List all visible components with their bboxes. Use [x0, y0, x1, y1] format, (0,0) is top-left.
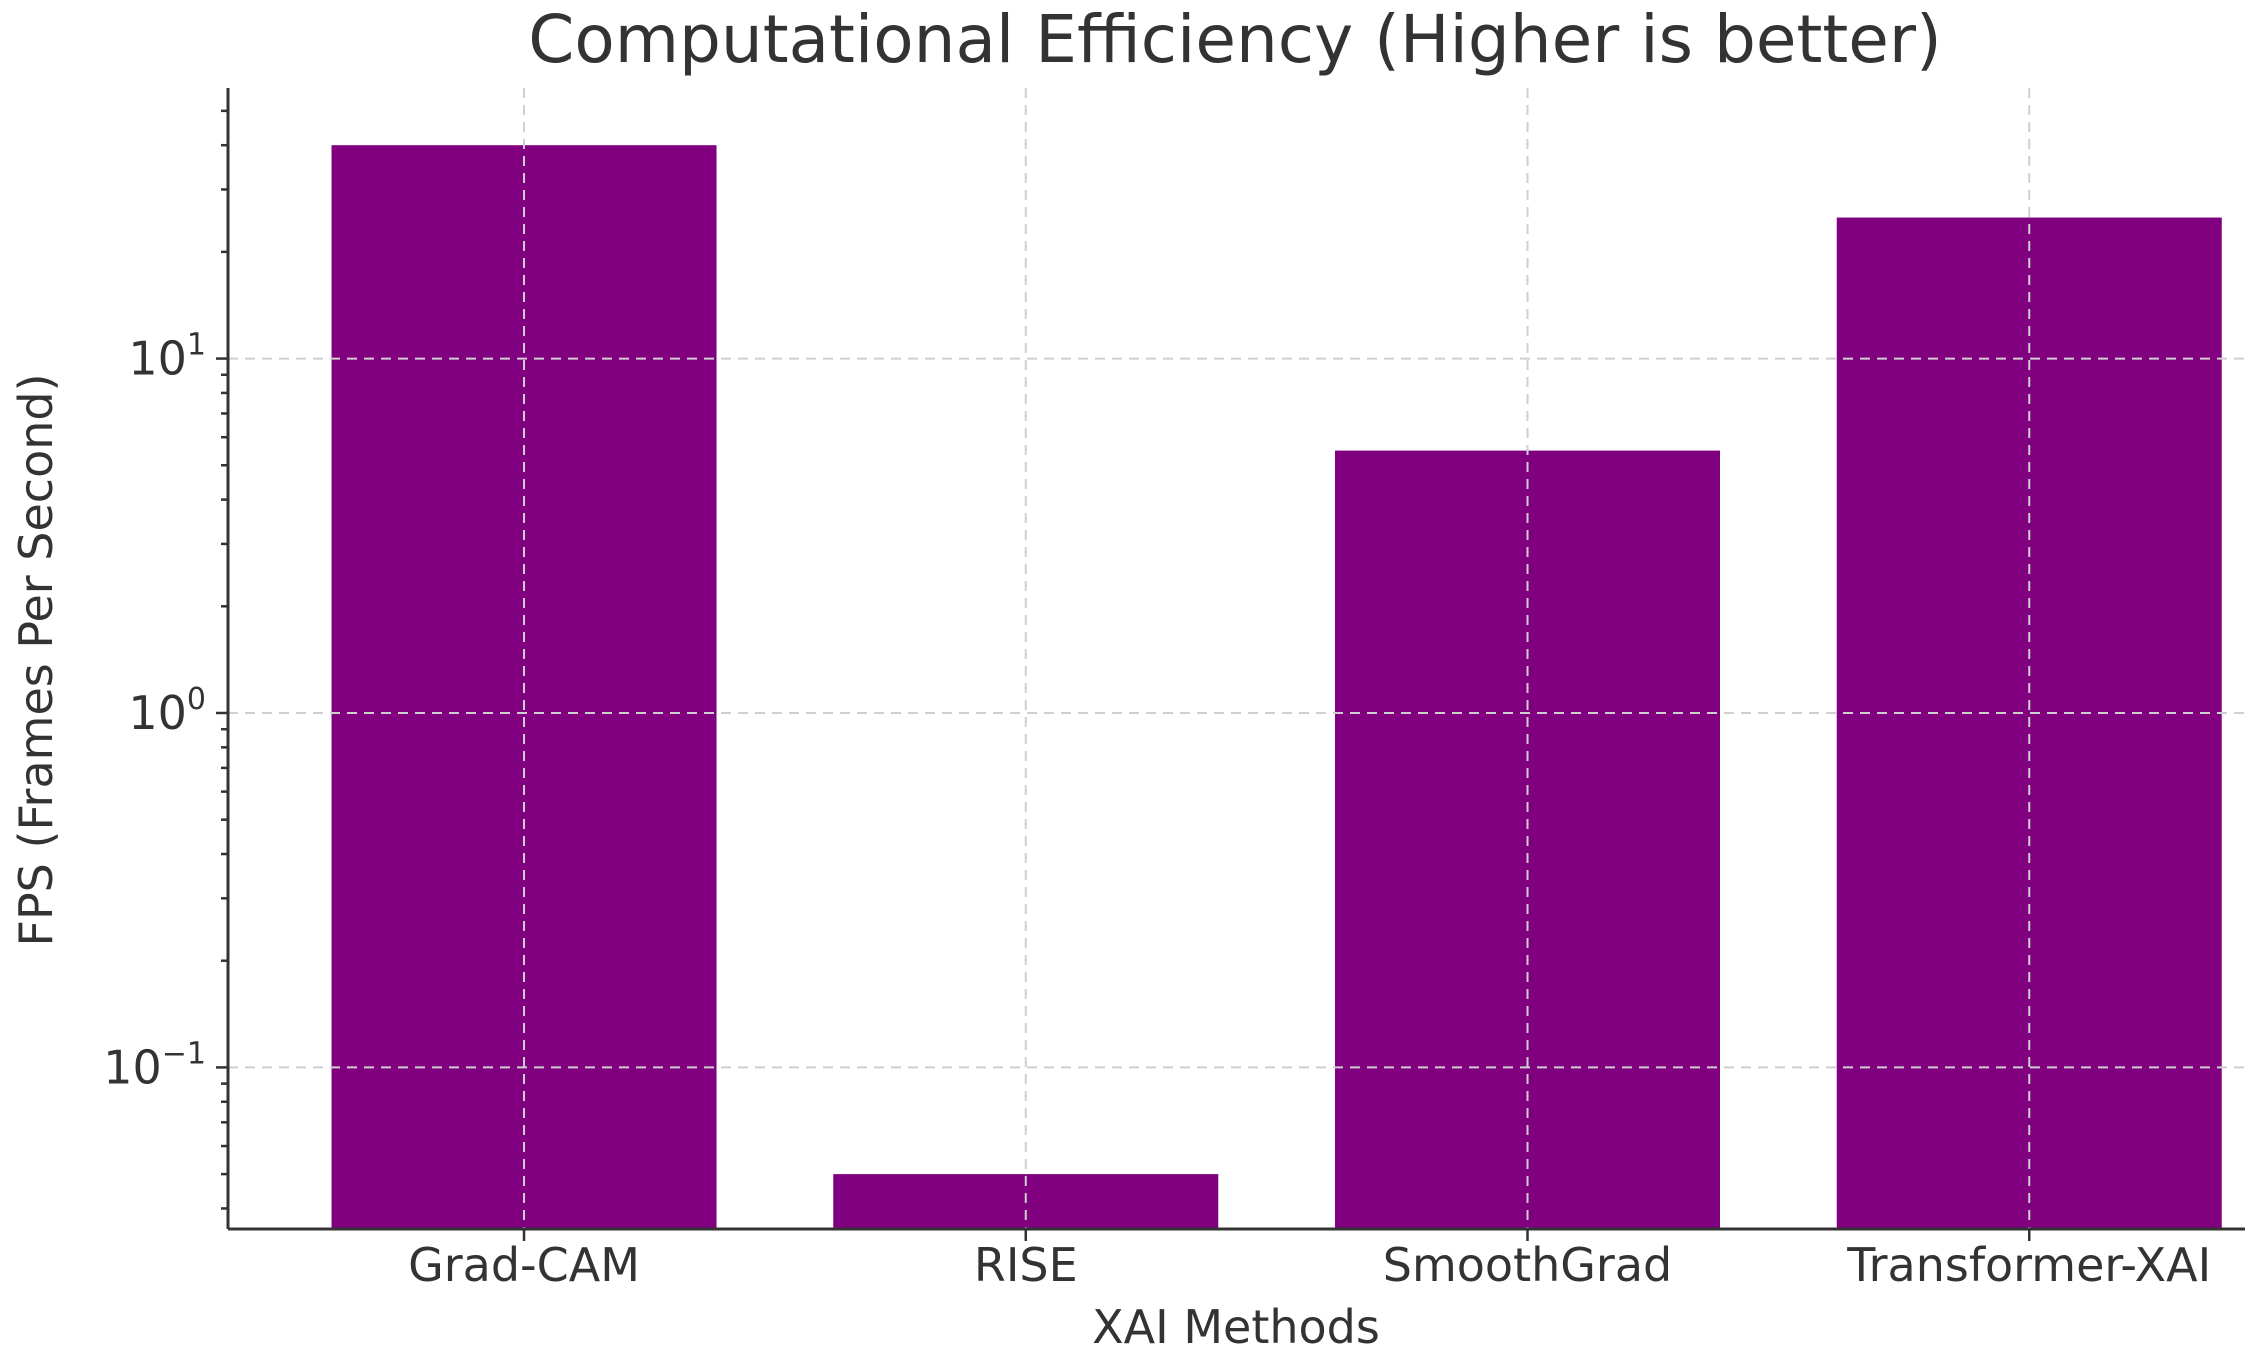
grid [228, 88, 2245, 1229]
y-tick-label-exponent: 1 [187, 328, 206, 363]
x-axis-label: XAI Methods [1092, 1300, 1380, 1354]
x-tick-label: SmoothGrad [1383, 1238, 1672, 1292]
x-tick-label: Grad-CAM [408, 1238, 640, 1292]
y-tick-label-exponent: −1 [162, 1036, 206, 1071]
y-axis-label: FPS (Frames Per Second) [9, 373, 63, 946]
y-tick-label: 100 [128, 682, 206, 740]
y-tick-label-base: 10 [103, 1040, 162, 1094]
x-tick-label: Transformer-XAI [1846, 1238, 2211, 1292]
y-tick-label-exponent: 0 [187, 682, 206, 717]
axes [226, 88, 2245, 1231]
chart-title: Computational Efficiency (Higher is bett… [528, 1, 1942, 78]
y-tick-label: 10−1 [103, 1036, 206, 1094]
y-tick-label-base: 10 [128, 332, 187, 386]
y-tick-label: 101 [128, 328, 206, 386]
x-tick-label: RISE [974, 1238, 1078, 1292]
bars [331, 145, 2222, 1230]
y-tick-label-base: 10 [128, 686, 187, 740]
